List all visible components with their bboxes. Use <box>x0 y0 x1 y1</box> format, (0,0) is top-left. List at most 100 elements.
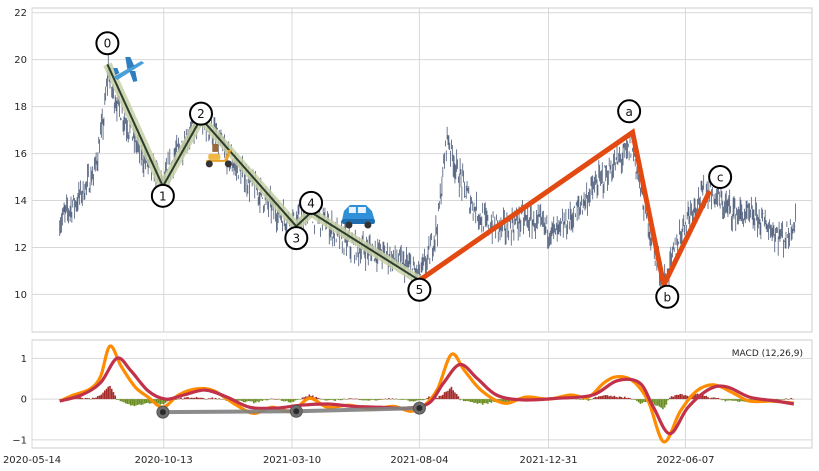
macd-hist-bar <box>123 399 125 403</box>
macd-hist-bar <box>466 399 468 402</box>
scooter-seat <box>208 153 221 160</box>
macd-hist-bar <box>188 398 191 400</box>
macd-hist-bar <box>280 399 283 401</box>
macd-hist-bar <box>83 398 85 400</box>
macd-hist-bar <box>393 399 396 400</box>
macd-hist-bar <box>201 397 203 400</box>
macd-hist-bar <box>504 399 506 403</box>
x-tick-label: 2020-05-14 <box>3 455 61 466</box>
macd-hist-bar <box>268 399 271 400</box>
macd-hist-bar <box>190 397 193 400</box>
macd-hist-bar <box>213 398 215 400</box>
price-y-ticks: 10 12 14 16 18 20 22 <box>14 8 27 301</box>
macd-hist-bar <box>334 399 337 401</box>
wave-label-circle <box>284 226 309 251</box>
macd-hist-bar <box>693 394 695 400</box>
price-y-tick-label: 16 <box>14 149 27 160</box>
wave-label-b: b <box>655 284 680 309</box>
decorations <box>113 57 375 229</box>
airplane-wing-bottom <box>129 71 138 82</box>
macd-hist-bar <box>364 399 366 401</box>
macd-hist-bar <box>726 399 728 401</box>
macd-hist-bar <box>218 398 220 400</box>
wave-label-text: b <box>663 290 671 304</box>
x-tick-label: 2020-10-13 <box>135 455 193 466</box>
macd-hist-bar <box>712 397 714 400</box>
wave-label-c: c <box>708 165 733 190</box>
macd-hist-bar <box>100 394 103 400</box>
macd-hist-bar <box>421 399 423 401</box>
macd-hist-bar <box>124 399 127 404</box>
macd-hist-bar <box>672 396 675 400</box>
macd-hist-bar <box>426 398 428 400</box>
macd-hist-bar <box>476 399 479 404</box>
macd-hist-bar <box>620 396 623 400</box>
macd-hist-bar <box>468 399 470 402</box>
macd-hist-bar <box>128 399 130 405</box>
macd-hist-bar <box>237 399 240 401</box>
confirmation-marker-core <box>159 409 166 416</box>
macd-hist-bar <box>615 396 617 400</box>
macd-hist-bar <box>601 395 604 400</box>
macd-hist-bar <box>117 399 120 400</box>
macd-hist-bar <box>592 397 595 400</box>
macd-hist-bar <box>778 399 780 400</box>
macd-hist-bar <box>457 396 460 400</box>
macd-hist-bar <box>377 399 380 401</box>
macd-hist-bar <box>369 399 371 401</box>
macd-hist-bar <box>159 399 162 405</box>
macd-hist-bar <box>487 399 489 404</box>
confirmation-marker-core <box>293 408 300 415</box>
wave-label-text: 5 <box>416 283 424 297</box>
macd-hist-bar <box>469 399 472 403</box>
macd-hist-bar <box>299 399 302 400</box>
price-y-tick-label: 20 <box>14 55 27 66</box>
macd-hist-bar <box>90 399 92 400</box>
macd-hist-bar <box>303 397 305 400</box>
macd-hist-bar <box>88 398 90 400</box>
macd-hist-bar <box>435 397 437 400</box>
macd-hist-bar <box>702 394 704 400</box>
macd-hist-bar <box>780 399 782 400</box>
macd-hist-bar <box>324 399 326 401</box>
macd-hist-bar <box>221 398 224 400</box>
macd-hist-bar <box>412 399 415 402</box>
macd-hist-bar <box>187 396 189 400</box>
macd-hist-bar <box>587 399 590 401</box>
macd-hist-bar <box>206 398 208 400</box>
macd-hist-bar <box>584 399 586 400</box>
macd-hist-bar <box>282 399 285 402</box>
airplane-icon <box>113 57 145 82</box>
macd-hist-bar <box>599 396 602 400</box>
macd-hist-bar <box>658 399 661 407</box>
wave-label-circle <box>299 190 324 215</box>
macd-hist-bar <box>317 397 319 400</box>
macd-hist-bar <box>684 395 687 400</box>
macd-hist-bar <box>464 399 467 402</box>
macd-hist-bar <box>145 399 148 404</box>
macd-hist-bar <box>327 399 330 401</box>
macd-hist-bar <box>670 396 673 400</box>
macd-hist-bar <box>291 399 293 403</box>
macd-hist-bar <box>733 399 735 401</box>
macd-hist-bar <box>353 398 356 400</box>
macd-hist-bar <box>443 392 446 400</box>
macd-hist-bar <box>270 398 272 400</box>
macd-hist-bar <box>376 399 378 401</box>
macd-hist-bar <box>78 397 80 400</box>
macd-hist-bar <box>636 399 638 402</box>
macd-panel: −1 0 1 MACD (12,26,9) <box>12 339 813 449</box>
macd-hist-bar <box>480 399 482 404</box>
macd-hist-bar <box>490 399 493 403</box>
price-y-tick-label: 22 <box>14 8 27 19</box>
macd-hist-bar <box>414 399 416 402</box>
macd-hist-bar <box>481 399 484 405</box>
macd-hist-bar <box>677 394 680 400</box>
macd-hist-bar <box>105 388 108 400</box>
impulse-wave-line <box>106 63 420 282</box>
macd-y-tick-label: 1 <box>21 354 27 365</box>
wave-label-1: 1 <box>150 183 175 208</box>
wave-label-circle <box>95 31 120 56</box>
macd-hist-bar <box>667 399 669 401</box>
